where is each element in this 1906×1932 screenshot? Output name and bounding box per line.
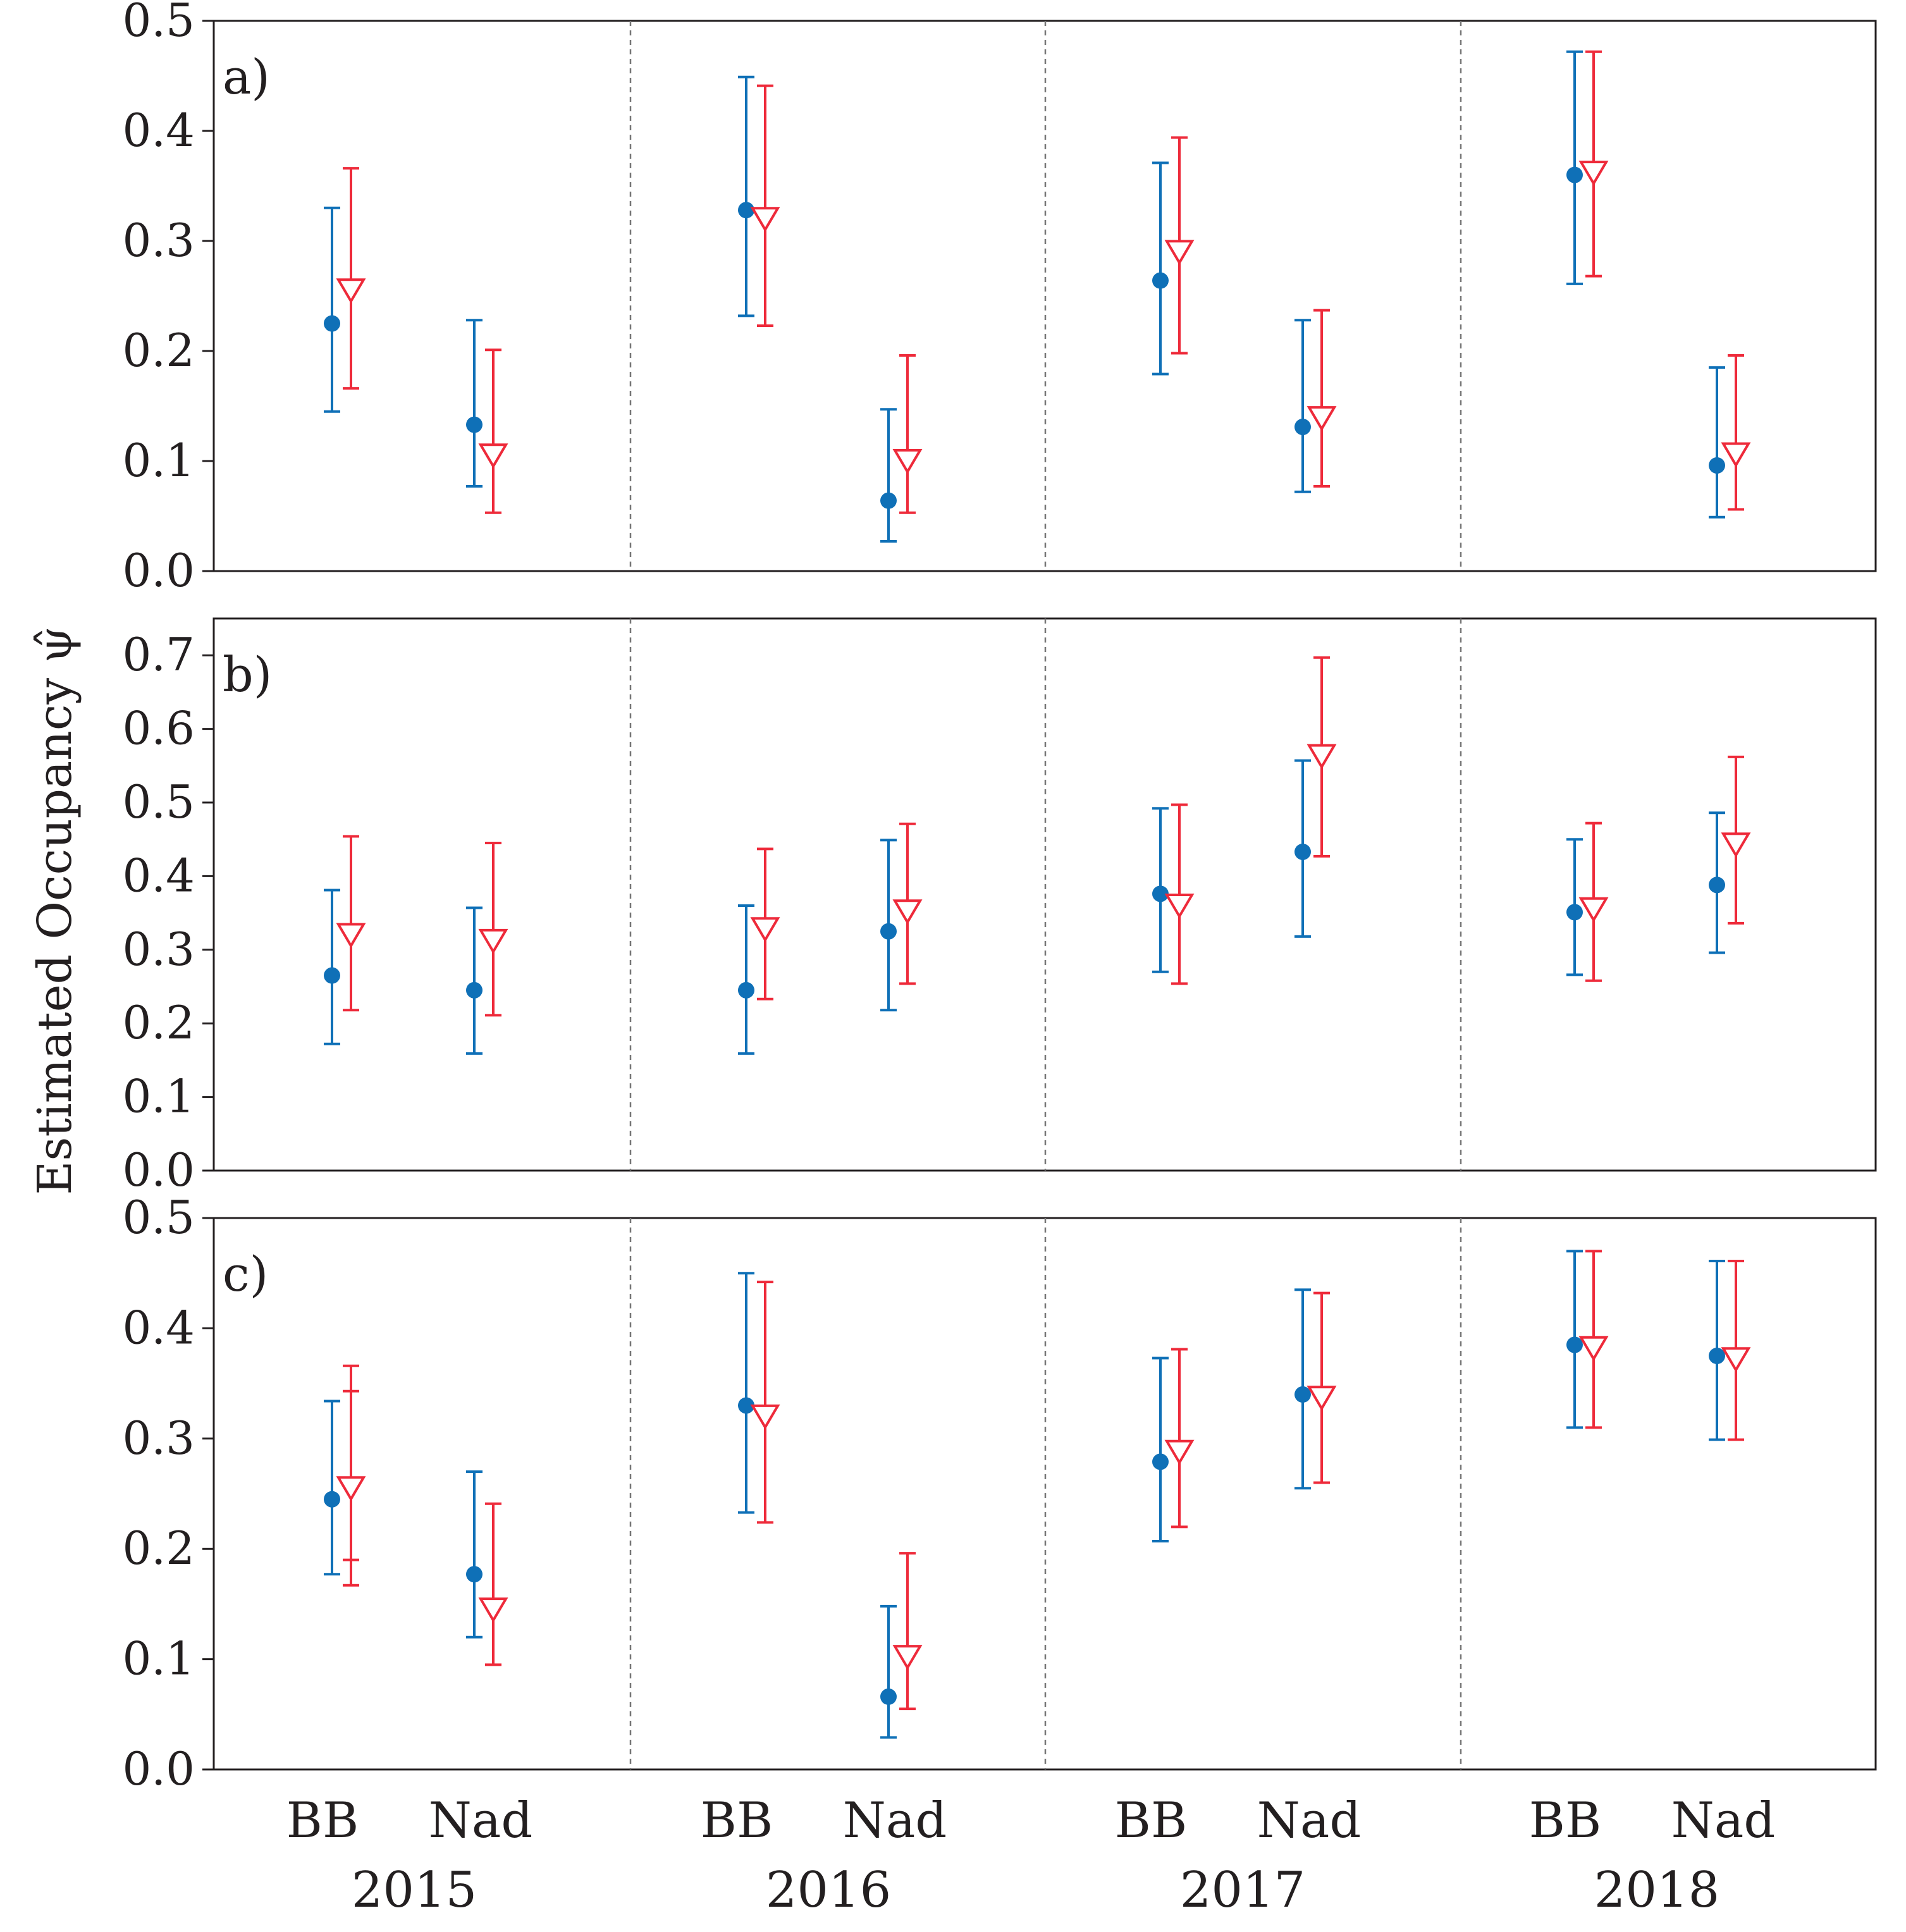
y-tick-label: 0.2 bbox=[122, 996, 195, 1049]
x-category-label: Nad bbox=[1671, 1792, 1776, 1849]
point-red-2017-bb bbox=[1164, 893, 1195, 919]
point-blue-2017-bb bbox=[1152, 1453, 1169, 1470]
x-year-label: 2018 bbox=[1594, 1862, 1720, 1919]
y-tick-label: 0.1 bbox=[122, 434, 195, 487]
y-tick-label: 0.5 bbox=[122, 775, 195, 828]
point-red-2015-bb bbox=[336, 278, 366, 304]
point-red-2018-nad bbox=[1721, 832, 1751, 858]
point-blue-2018-bb bbox=[1566, 1336, 1583, 1353]
x-year-label: 2017 bbox=[1180, 1862, 1306, 1919]
x-category-label: Nad bbox=[429, 1792, 533, 1849]
point-blue-2018-nad bbox=[1709, 1348, 1725, 1364]
y-tick-label: 0.0 bbox=[122, 1742, 195, 1795]
point-blue-2018-nad bbox=[1709, 457, 1725, 474]
y-tick-label: 0.4 bbox=[122, 1301, 195, 1354]
point-red-2018-bb bbox=[1578, 1336, 1609, 1362]
point-blue-2016-bb bbox=[738, 981, 754, 999]
y-tick-label: 0.6 bbox=[122, 702, 195, 755]
point-red-2016-bb bbox=[750, 917, 780, 943]
point-blue-2018-bb bbox=[1566, 166, 1583, 183]
point-red-2015-bb bbox=[336, 1476, 366, 1502]
point-blue-2016-nad bbox=[880, 492, 897, 509]
point-red-2016-bb bbox=[750, 207, 780, 233]
x-category-label: BB bbox=[1529, 1792, 1602, 1849]
x-year-label: 2016 bbox=[766, 1862, 892, 1919]
point-blue-2018-bb bbox=[1566, 904, 1583, 921]
point-blue-2015-nad bbox=[466, 416, 483, 433]
x-category-label: BB bbox=[286, 1792, 359, 1849]
y-tick-label: 0.3 bbox=[122, 1412, 195, 1465]
x-year-label: 2015 bbox=[352, 1862, 477, 1919]
point-red-2017-nad bbox=[1307, 744, 1337, 770]
point-red-2015-bb bbox=[336, 923, 366, 949]
labels-layer: 0.00.10.20.30.40.5a)0.00.10.20.30.40.50.… bbox=[122, 0, 1775, 1919]
point-blue-2017-nad bbox=[1294, 1386, 1311, 1403]
point-blue-2015-nad bbox=[466, 1566, 483, 1583]
marks-layer bbox=[324, 50, 1751, 1739]
x-category-label: BB bbox=[1115, 1792, 1188, 1849]
point-blue-2015-bb bbox=[324, 315, 340, 332]
point-red-2015-nad bbox=[478, 443, 508, 469]
panel-label: c) bbox=[223, 1246, 268, 1302]
y-tick-label: 0.0 bbox=[122, 1143, 195, 1197]
point-red-2018-nad bbox=[1721, 442, 1751, 468]
point-blue-2018-nad bbox=[1709, 877, 1725, 894]
point-red-2016-nad bbox=[892, 899, 923, 925]
point-blue-2017-nad bbox=[1294, 419, 1311, 436]
y-tick-label: 0.3 bbox=[122, 214, 195, 267]
y-tick-label: 0.5 bbox=[122, 1191, 195, 1244]
y-tick-label: 0.5 bbox=[122, 0, 195, 47]
panel-label: b) bbox=[223, 646, 272, 703]
axes-layer bbox=[202, 20, 1877, 1771]
point-red-2018-bb bbox=[1578, 897, 1609, 923]
point-blue-2017-bb bbox=[1152, 272, 1169, 289]
point-red-2018-bb bbox=[1578, 161, 1609, 187]
y-tick-label: 0.2 bbox=[122, 324, 195, 377]
point-blue-2016-bb bbox=[738, 1397, 754, 1414]
point-red-2016-bb bbox=[750, 1404, 780, 1430]
point-blue-2016-nad bbox=[880, 1688, 897, 1705]
point-red-2015-nad bbox=[478, 928, 508, 954]
point-blue-2017-nad bbox=[1294, 843, 1311, 860]
point-red-2016-nad bbox=[892, 1645, 923, 1671]
panel-label: a) bbox=[223, 49, 270, 105]
x-category-label: Nad bbox=[1257, 1792, 1362, 1849]
point-blue-2016-bb bbox=[738, 202, 754, 219]
y-tick-label: 0.0 bbox=[122, 544, 195, 597]
point-red-2017-nad bbox=[1307, 406, 1337, 432]
y-tick-label: 0.1 bbox=[122, 1070, 195, 1123]
point-red-2017-bb bbox=[1164, 1439, 1195, 1465]
point-red-2016-nad bbox=[892, 449, 923, 474]
y-tick-label: 0.7 bbox=[122, 628, 195, 681]
point-red-2015-nad bbox=[478, 1597, 508, 1623]
y-tick-label: 0.4 bbox=[122, 849, 195, 902]
x-category-label: BB bbox=[701, 1792, 773, 1849]
point-red-2017-bb bbox=[1164, 240, 1195, 266]
point-blue-2015-bb bbox=[324, 1491, 340, 1508]
y-tick-label: 0.4 bbox=[122, 104, 195, 157]
x-category-label: Nad bbox=[843, 1792, 947, 1849]
point-blue-2015-bb bbox=[324, 967, 340, 984]
point-red-2018-nad bbox=[1721, 1347, 1751, 1373]
point-blue-2017-bb bbox=[1152, 885, 1169, 902]
y-tick-label: 0.3 bbox=[122, 923, 195, 976]
y-tick-label: 0.2 bbox=[122, 1522, 195, 1575]
y-tick-label: 0.1 bbox=[122, 1632, 195, 1685]
point-blue-2016-nad bbox=[880, 923, 897, 940]
point-red-2017-nad bbox=[1307, 1386, 1337, 1412]
point-blue-2015-nad bbox=[466, 981, 483, 999]
y-axis-title: Estimated Occupancy ψ̂ bbox=[28, 626, 82, 1195]
